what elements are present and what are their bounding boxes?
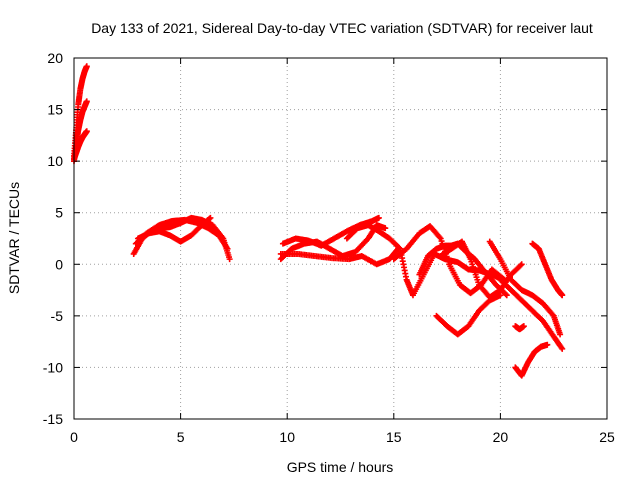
- x-tick-label: 0: [70, 429, 78, 445]
- series-arc-evening-4: [512, 341, 551, 379]
- x-tick-label: 15: [386, 429, 402, 445]
- data-point: [396, 244, 403, 251]
- plot-frame: [73, 57, 608, 420]
- data-point: [502, 291, 509, 298]
- data-point: [557, 331, 564, 338]
- series-arc-evening-2: [497, 276, 566, 352]
- data-point: [503, 292, 510, 299]
- y-axis-label: SDTVAR / TECUs: [6, 182, 22, 294]
- data-point: [83, 63, 90, 70]
- x-tick-label: 25: [599, 429, 615, 445]
- x-axis-label: GPS time / hours: [287, 459, 394, 475]
- data-point: [375, 214, 382, 221]
- series-arc-evening-3: [529, 240, 566, 299]
- data-point: [518, 261, 525, 268]
- data-point: [83, 128, 90, 135]
- axis-ticks: 0 5 10 15 20 25 -15 -10 -5 0 5 10 15 20: [43, 50, 615, 445]
- y-tick-label: 10: [47, 153, 63, 169]
- data-point: [544, 341, 551, 348]
- data-point: [559, 345, 566, 352]
- y-tick-label: -5: [51, 308, 64, 324]
- data-point: [382, 225, 389, 232]
- x-tick-label: 10: [279, 429, 295, 445]
- y-tick-label: 15: [47, 102, 63, 118]
- series-arc-evening-5: [512, 323, 527, 333]
- series-arc-noon-3: [277, 245, 402, 268]
- x-tick-label: 5: [177, 429, 185, 445]
- data-point: [224, 245, 231, 252]
- data-point: [517, 262, 524, 269]
- series-arc-evening-1: [486, 238, 564, 338]
- y-tick-label: -10: [43, 359, 63, 375]
- data-point: [497, 292, 504, 299]
- series-arc-afternoon-4: [437, 238, 525, 301]
- data-point: [226, 256, 233, 263]
- y-tick-label: -15: [43, 411, 63, 427]
- series-arc-morning-3: [134, 214, 214, 245]
- chart-title: Day 133 of 2021, Sidereal Day-to-day VTE…: [91, 20, 593, 36]
- series-arc-afternoon-5: [433, 292, 504, 338]
- y-tick-label: 20: [47, 50, 63, 66]
- data-point: [83, 98, 90, 105]
- x-tick-label: 20: [493, 429, 509, 445]
- y-tick-label: 5: [55, 205, 63, 221]
- data-point: [207, 214, 214, 221]
- data-points: [71, 63, 566, 379]
- data-point: [520, 323, 527, 330]
- series-arc-noon-2: [279, 214, 382, 249]
- data-point: [559, 292, 566, 299]
- y-tick-label: 0: [55, 256, 63, 272]
